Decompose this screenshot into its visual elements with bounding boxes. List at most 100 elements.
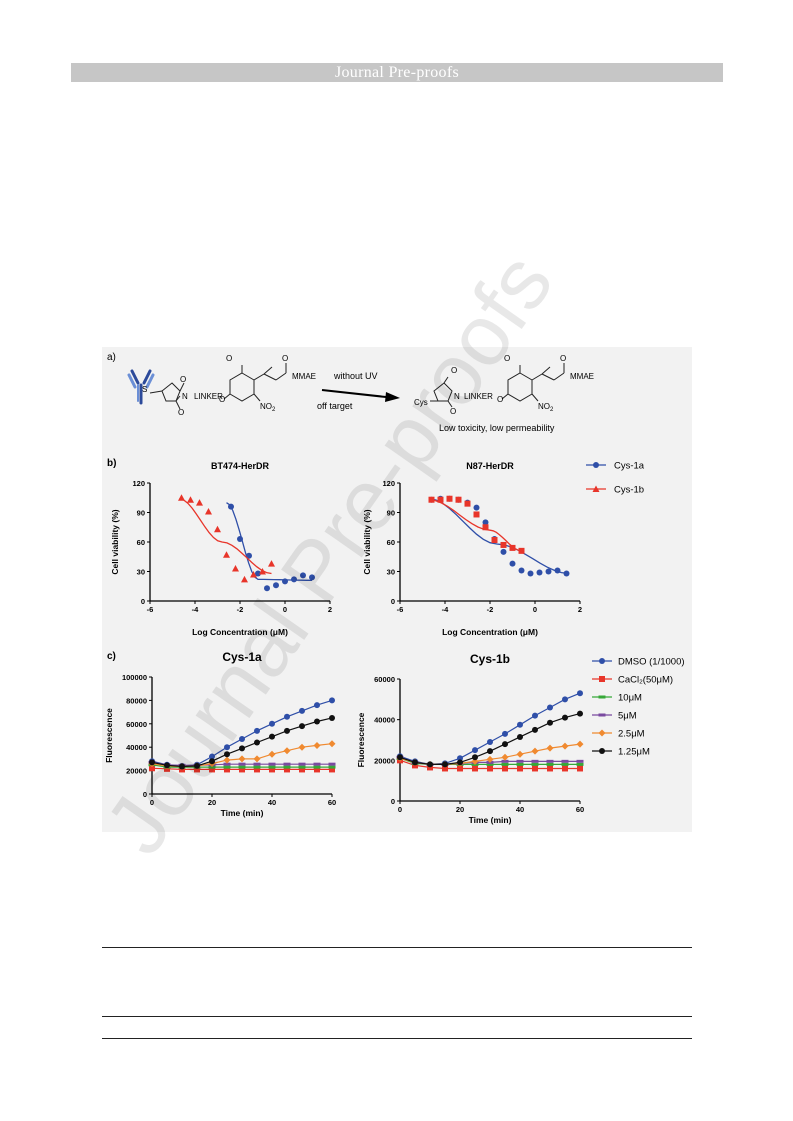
legend-label: 10μM: [618, 693, 642, 704]
data-point: [205, 508, 212, 515]
data-point: [298, 762, 306, 766]
y-tick-label: 60: [137, 538, 145, 547]
y-tick-label: 120: [382, 479, 395, 488]
data-point: [187, 496, 194, 503]
data-point: [554, 567, 561, 574]
ether-oxygen: O: [219, 395, 225, 404]
data-point: [545, 568, 552, 575]
chart-title: BT474-HerDR: [211, 461, 270, 471]
product-oxygen-1: O: [451, 366, 457, 375]
legend-label: 5μM: [618, 711, 637, 722]
data-point: [501, 762, 509, 766]
legend-label: 2.5μM: [618, 729, 645, 740]
y-axis-label: Cell viability (%): [362, 509, 372, 574]
data-point: [329, 714, 335, 721]
data-point: [482, 519, 489, 526]
data-point: [209, 758, 215, 765]
chart-4: Cys-1b 0 20000 40000 60000 0 20 40 60 Time (min) F…: [356, 652, 584, 825]
data-point: [427, 761, 433, 768]
data-point: [238, 762, 246, 766]
data-point: [228, 503, 234, 510]
methoxy-label: O: [226, 354, 232, 363]
y-tick-label: 100000: [122, 673, 147, 682]
y-tick-label: 90: [387, 509, 395, 518]
x-axis-label: Log Concentration (μM): [442, 627, 538, 637]
data-point: [328, 762, 336, 766]
data-point: [457, 759, 463, 766]
data-point: [299, 723, 305, 730]
y-tick-label: 40000: [126, 743, 147, 752]
data-point: [194, 762, 200, 769]
data-point: [577, 710, 583, 717]
data-point: [264, 585, 270, 592]
data-point: [194, 766, 200, 773]
data-point: [269, 766, 275, 773]
data-point: [446, 495, 453, 502]
product-nitro-label: NO2: [538, 402, 554, 413]
data-point: [300, 572, 306, 579]
x-tick-label: -4: [442, 605, 449, 614]
legend-marker: [599, 676, 605, 682]
data-point: [576, 762, 584, 766]
x-tick-label: 40: [516, 805, 524, 814]
legend-label: DMSO (1/1000): [618, 657, 685, 668]
data-point: [268, 750, 276, 758]
oxygen-atom-1: O: [180, 375, 186, 384]
data-point: [223, 551, 230, 558]
data-point: [531, 762, 539, 766]
arrow-top-label: without UV: [333, 371, 378, 381]
data-point: [246, 552, 252, 559]
y-axis-label: Fluorescence: [356, 712, 366, 767]
data-point: [532, 726, 538, 733]
data-point: [546, 744, 554, 752]
y-tick-label: 20000: [126, 767, 147, 776]
legend-marker: [598, 713, 606, 717]
data-point: [254, 727, 260, 734]
data-point: [329, 697, 335, 704]
x-tick-label: 0: [150, 798, 154, 807]
arrow-head-icon: [385, 392, 400, 402]
x-tick-label: -6: [147, 605, 154, 614]
nitro-label: NO2: [260, 402, 276, 413]
benzene-ring: [223, 363, 287, 402]
fit-curve: [429, 498, 569, 575]
chart-title: N87-HerDR: [466, 461, 514, 471]
data-point: [576, 740, 584, 748]
data-point: [562, 714, 568, 721]
data-point: [527, 570, 534, 577]
data-point: [517, 733, 523, 740]
fit-curve: [179, 498, 272, 575]
chart-3: Cys-1a 0 20000 40000 60000 80000 100000 0 20 40 60…: [104, 650, 336, 818]
product-linker-label: LINKER: [464, 392, 493, 401]
y-tick-label: 60000: [126, 720, 147, 729]
data-point: [253, 765, 261, 769]
data-point: [214, 525, 221, 533]
data-point: [238, 755, 246, 763]
data-point: [232, 565, 239, 572]
x-axis-label: Time (min): [469, 815, 512, 825]
legend-label: Cys-1a: [614, 461, 645, 472]
data-point: [282, 578, 288, 585]
data-point: [516, 762, 524, 766]
data-point: [561, 742, 569, 750]
x-tick-label: 0: [283, 605, 287, 614]
y-tick-label: 60: [387, 538, 395, 547]
data-point: [241, 575, 248, 583]
data-point: [412, 759, 418, 766]
data-point: [299, 766, 305, 773]
x-tick-label: -4: [192, 605, 199, 614]
data-point: [518, 547, 525, 554]
data-point: [563, 570, 570, 577]
x-tick-label: 0: [398, 805, 402, 814]
y-tick-label: 20000: [374, 756, 395, 765]
data-point: [164, 762, 170, 769]
data-point: [268, 560, 275, 567]
data-point: [237, 536, 243, 543]
data-point: [442, 765, 448, 772]
product-carbonyl-oxygen: O: [560, 354, 566, 363]
data-point: [254, 739, 260, 746]
y-tick-label: 40000: [374, 716, 395, 725]
data-point: [546, 759, 554, 763]
data-point: [314, 718, 320, 725]
legend-marker: [592, 485, 600, 492]
